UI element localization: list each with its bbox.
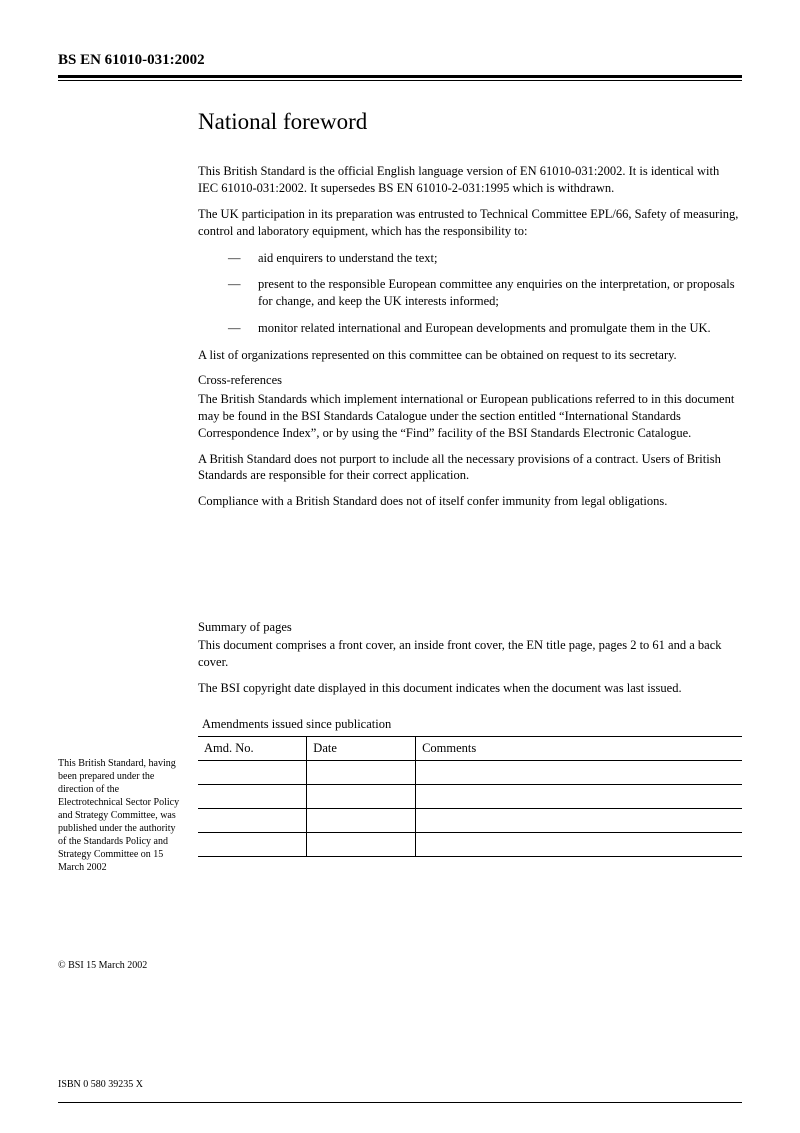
table-row	[198, 784, 742, 808]
standard-id: BS EN 61010-031:2002	[58, 52, 742, 69]
page-title: National foreword	[198, 109, 742, 135]
org-list-para: A list of organizations represented on t…	[198, 347, 742, 364]
responsibilities-list: — aid enquirers to understand the text; …	[228, 250, 742, 338]
dash-icon: —	[228, 320, 258, 337]
cross-ref-para-1: The British Standards which implement in…	[198, 391, 742, 442]
isbn: ISBN 0 580 39235 X	[58, 1079, 184, 1090]
table-row	[198, 832, 742, 856]
amendments-table-title: Amendments issued since publication	[198, 717, 742, 732]
compliance-statement: Compliance with a British Standard does …	[198, 493, 742, 510]
list-item-text: monitor related international and Europe…	[258, 320, 742, 337]
list-item-text: aid enquirers to understand the text;	[258, 250, 742, 267]
table-header-comments: Comments	[416, 736, 742, 760]
list-item-text: present to the responsible European comm…	[258, 276, 742, 310]
header-rule-thick	[58, 75, 742, 78]
copyright-notice: © BSI 15 March 2002	[58, 960, 184, 971]
amendments-table: Amd. No. Date Comments	[198, 736, 742, 857]
cross-references-heading: Cross-references	[198, 373, 742, 388]
footer-rule	[58, 1102, 742, 1103]
cross-ref-para-2: A British Standard does not purport to i…	[198, 451, 742, 485]
table-row	[198, 760, 742, 784]
intro-para-2: The UK participation in its preparation …	[198, 206, 742, 240]
list-item: — aid enquirers to understand the text;	[228, 250, 742, 267]
table-header-amd: Amd. No.	[198, 736, 307, 760]
intro-para-1: This British Standard is the official En…	[198, 163, 742, 197]
list-item: — monitor related international and Euro…	[228, 320, 742, 337]
publication-note: This British Standard, having been prepa…	[58, 757, 184, 874]
main-column: National foreword This British Standard …	[198, 109, 742, 1090]
table-header-date: Date	[307, 736, 416, 760]
table-row	[198, 808, 742, 832]
dash-icon: —	[228, 250, 258, 267]
left-column: This British Standard, having been prepa…	[58, 109, 198, 1090]
dash-icon: —	[228, 276, 258, 310]
header-rule-thin	[58, 80, 742, 81]
summary-para-2: The BSI copyright date displayed in this…	[198, 680, 742, 697]
table-header-row: Amd. No. Date Comments	[198, 736, 742, 760]
list-item: — present to the responsible European co…	[228, 276, 742, 310]
summary-para-1: This document comprises a front cover, a…	[198, 637, 742, 671]
summary-heading: Summary of pages	[198, 620, 742, 635]
